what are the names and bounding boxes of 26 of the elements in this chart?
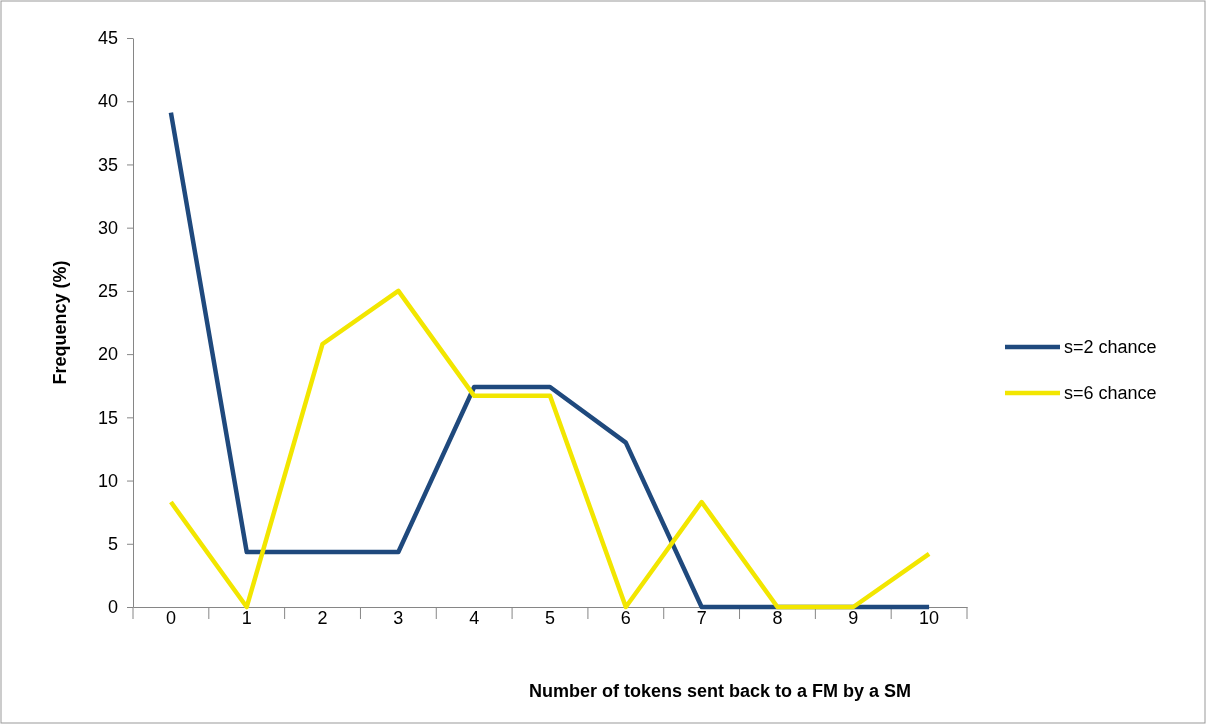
x-tick-label: 10 <box>919 608 940 628</box>
x-axis-title: Number of tokens sent back to a FM by a SM <box>528 681 912 701</box>
x-tick-label: 4 <box>469 608 480 628</box>
y-tick-label: 45 <box>97 28 118 49</box>
y-tick-label: 10 <box>97 470 118 491</box>
x-tick-label: 2 <box>317 608 328 628</box>
y-tick-label: 5 <box>107 534 118 555</box>
x-tick-label: 5 <box>544 608 556 628</box>
y-tick-label: 20 <box>97 344 118 365</box>
x-tick-label: 0 <box>165 608 176 628</box>
line-series <box>168 110 932 610</box>
line-series <box>168 288 932 610</box>
x-tick-label: 9 <box>848 608 859 628</box>
y-axis-title: Frequency (%) <box>50 260 70 385</box>
x-tick-label: 3 <box>393 608 404 628</box>
x-tick-label: 6 <box>620 608 631 628</box>
legend-label: s=6 chance <box>1064 383 1157 403</box>
x-tick-label: 1 <box>241 608 252 628</box>
y-tick-label: 25 <box>97 281 118 302</box>
y-tick-label: 40 <box>97 91 118 112</box>
x-tick-label: 8 <box>772 608 783 628</box>
legend-label: s=2 chance <box>1064 337 1157 357</box>
y-tick-label: 15 <box>97 407 118 428</box>
x-tick-label: 7 <box>696 608 707 628</box>
y-tick-label: 30 <box>97 217 118 238</box>
y-tick-label: 35 <box>97 154 118 175</box>
